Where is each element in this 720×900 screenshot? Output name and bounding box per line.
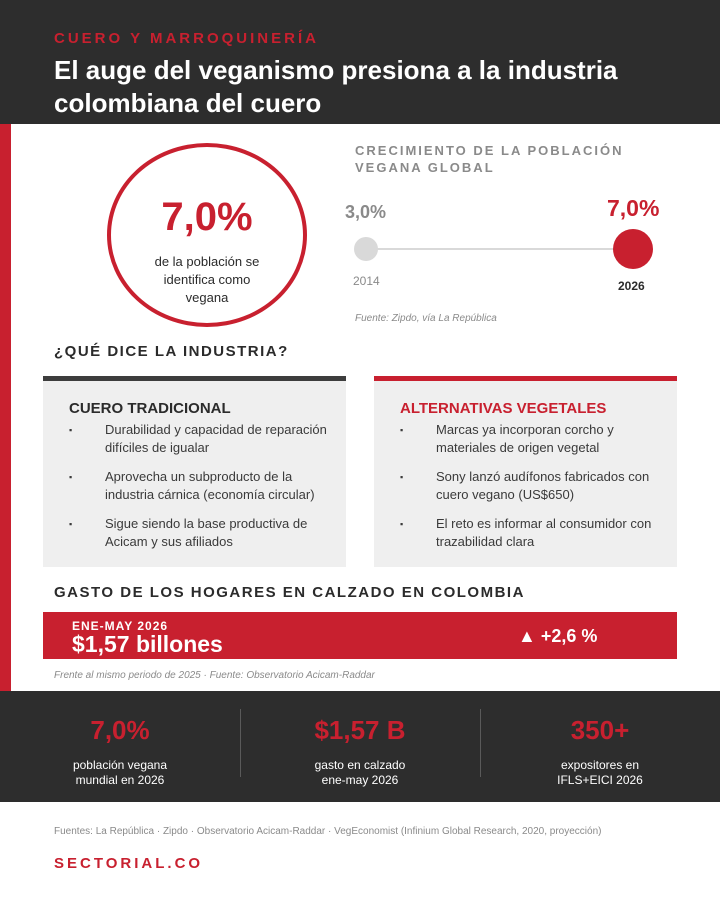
page-title: El auge del veganismo presiona a la indu… (54, 55, 618, 118)
alternatives-title: ALTERNATIVAS VEGETALES (400, 400, 607, 417)
growth-end-value: 7,0% (607, 195, 660, 221)
highlight-value: 7,0% (161, 195, 253, 239)
list-item: El reto es informar al consumidor con tr… (400, 515, 670, 551)
spending-heading: GASTO DE LOS HOGARES EN CALZADO EN COLOM… (54, 584, 525, 601)
stat-value: 7,0% (90, 715, 150, 745)
traditional-leather-panel: CUERO TRADICIONAL Durabilidad y capacida… (43, 376, 346, 567)
spending-amount: $1,57 billones (72, 631, 223, 657)
stat-divider (240, 709, 241, 777)
growth-start-dot (354, 237, 378, 261)
alternatives-list: Marcas ya incorporan corcho y materiales… (400, 421, 670, 562)
highlight-circle: 7,0% de la población se identifica como … (107, 143, 307, 327)
stat-exhibitors: 350+ expositores en IFLS+EICI 2026 (480, 691, 720, 802)
footer-sources: Fuentes: La República · Zipdo · Observat… (54, 826, 602, 837)
spending-bar: ENE-MAY 2026 $1,57 billones ▲ +2,6 % (43, 612, 677, 659)
growth-source: Fuente: Zipdo, vía La República (355, 313, 497, 324)
header: CUERO Y MARROQUINERÍA El auge del vegani… (0, 0, 720, 124)
stat-label-line: ene-may 2026 (321, 773, 399, 787)
brand-logo[interactable]: SECTORIAL.CO (54, 855, 204, 872)
stat-label-line: población vegana (72, 758, 168, 772)
header-kicker: CUERO Y MARROQUINERÍA (54, 30, 319, 47)
list-item: Aprovecha un subproducto de la industria… (69, 468, 339, 504)
stat-value: $1,57 B (314, 715, 406, 745)
highlight-caption: de la población se identifica como vegan… (154, 254, 260, 305)
spending-change: ▲ +2,6 % (518, 626, 598, 646)
stat-label-line: IFLS+EICI 2026 (557, 773, 643, 787)
growth-title: CRECIMIENTO DE LA POBLACIÓN VEGANA GLOBA… (355, 143, 624, 175)
stat-label: población vegana mundial en 2026 (0, 758, 240, 788)
stat-label-line: expositores en (560, 758, 640, 772)
accent-side-bar (0, 124, 11, 691)
industry-heading: ¿QUÉ DICE LA INDUSTRIA? (54, 343, 289, 360)
spending-period: ENE-MAY 2026 (72, 619, 169, 633)
list-item: Marcas ya incorporan corcho y materiales… (400, 421, 670, 457)
stat-label: expositores en IFLS+EICI 2026 (480, 758, 720, 788)
growth-end-year: 2026 (618, 279, 645, 293)
stat-divider (480, 709, 481, 777)
plant-alternatives-panel: ALTERNATIVAS VEGETALES Marcas ya incorpo… (374, 376, 677, 567)
stat-label: gasto en calzado ene-may 2026 (240, 758, 480, 788)
stats-strip: 7,0% población vegana mundial en 2026 $1… (0, 691, 720, 802)
spending-note: Frente al mismo periodo de 2025 · Fuente… (54, 670, 375, 681)
growth-start-value: 3,0% (345, 202, 387, 222)
stat-label-line: gasto en calzado (314, 758, 406, 772)
growth-end-dot (613, 229, 653, 269)
growth-start-year: 2014 (353, 274, 380, 288)
list-item: Sigue siendo la base productiva de Acica… (69, 515, 339, 551)
list-item: Durabilidad y capacidad de reparación di… (69, 421, 339, 457)
traditional-title: CUERO TRADICIONAL (69, 400, 231, 417)
traditional-list: Durabilidad y capacidad de reparación di… (69, 421, 339, 562)
growth-line (366, 248, 634, 250)
stat-footwear-spending: $1,57 B gasto en calzado ene-may 2026 (240, 691, 480, 802)
list-item: Sony lanzó audífonos fabricados con cuer… (400, 468, 670, 504)
stat-vegan-population: 7,0% población vegana mundial en 2026 (0, 691, 240, 802)
stat-value: 350+ (570, 715, 630, 745)
stat-label-line: mundial en 2026 (75, 773, 165, 787)
